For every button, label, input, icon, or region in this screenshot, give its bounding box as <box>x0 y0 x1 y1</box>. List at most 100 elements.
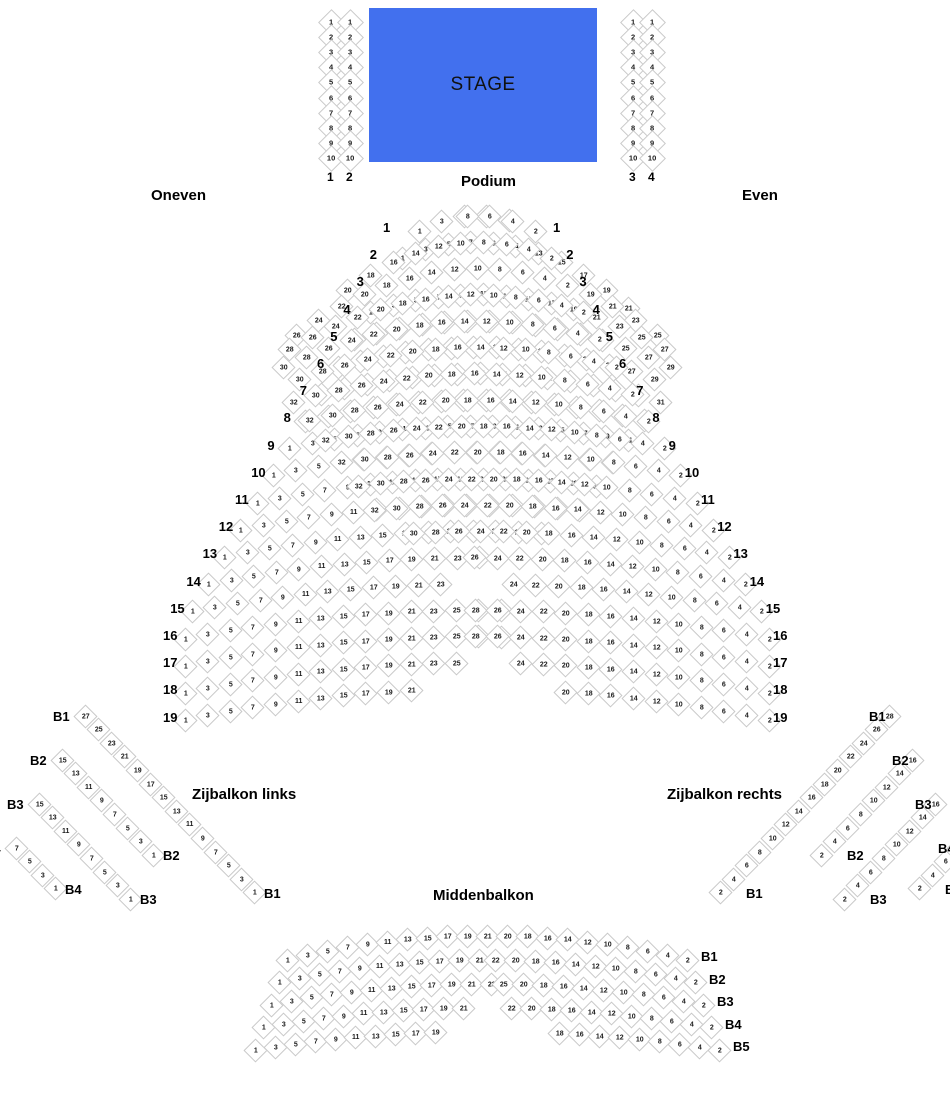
seat-balcony-center-B3-2[interactable]: 2 <box>690 992 716 1018</box>
seat-balcony-center-B2-1[interactable]: 1 <box>266 970 292 995</box>
seat-balcony-center-B5-1[interactable]: 1 <box>242 1037 268 1063</box>
seat-orchestra-row18-10[interactable]: 10 <box>666 665 691 690</box>
seat-orchestra-row18-23[interactable]: 23 <box>421 651 446 676</box>
seat-orchestra-row16-10[interactable]: 10 <box>666 612 691 637</box>
seat-balcony-center-B4-1[interactable]: 1 <box>250 1015 276 1040</box>
seat-orchestra-row15-23[interactable]: 23 <box>428 572 453 597</box>
seat-balcony-center-B4-6[interactable]: 6 <box>658 1009 684 1034</box>
seat-orchestra-row18-9[interactable]: 9 <box>263 665 288 690</box>
seat-orchestra-row16-20[interactable]: 20 <box>553 601 578 626</box>
seat-orchestra-row17-20[interactable]: 20 <box>553 627 578 652</box>
seat-balcony-center-B3-11[interactable]: 11 <box>358 978 384 1003</box>
seat-balcony-center-B1-3[interactable]: 3 <box>294 943 320 968</box>
seat-balcony-center-B3-7[interactable]: 7 <box>318 982 344 1007</box>
seat-orchestra-row17-13[interactable]: 13 <box>308 633 333 658</box>
seat-orchestra-row17-12[interactable]: 12 <box>643 635 669 660</box>
seat-balcony-center-B5-5[interactable]: 5 <box>282 1032 308 1057</box>
seat-orchestra-row19-13[interactable]: 13 <box>308 686 333 711</box>
seat-balcony-center-B5-9[interactable]: 9 <box>322 1027 348 1052</box>
seat-balcony-center-B3-8[interactable]: 8 <box>630 982 656 1007</box>
seat-orchestra-row13-16[interactable]: 16 <box>559 523 584 548</box>
seat-orchestra-row16-3[interactable]: 3 <box>195 622 220 647</box>
seat-orchestra-row15-15[interactable]: 15 <box>338 577 363 602</box>
seat-stageside-4-10[interactable]: 10 <box>638 145 666 173</box>
seat-orchestra-row14-18[interactable]: 18 <box>552 548 577 573</box>
seat-orchestra-row14-21[interactable]: 21 <box>422 546 447 571</box>
seat-balcony-center-B3-13[interactable]: 13 <box>378 976 404 1001</box>
seat-orchestra-row16-12[interactable]: 12 <box>643 609 669 634</box>
seat-orchestra-row17-18[interactable]: 18 <box>576 629 601 654</box>
seat-balcony-center-B5-17[interactable]: 17 <box>402 1021 428 1046</box>
seat-orchestra-row16-8[interactable]: 8 <box>689 615 714 640</box>
seat-balcony-center-B4-4[interactable]: 4 <box>678 1012 704 1037</box>
seat-orchestra-row13-3[interactable]: 3 <box>235 540 260 566</box>
seat-balcony-center-B1-14[interactable]: 14 <box>554 927 580 952</box>
seat-orchestra-row18-18[interactable]: 18 <box>576 655 601 680</box>
seat-orchestra-row19-9[interactable]: 9 <box>263 692 288 717</box>
seat-orchestra-row11-6[interactable]: 6 <box>639 482 664 507</box>
seat-orchestra-row12-9[interactable]: 9 <box>319 502 344 527</box>
seat-orchestra-row16-24[interactable]: 24 <box>508 599 533 624</box>
seat-orchestra-row17-3[interactable]: 3 <box>195 649 220 674</box>
seat-orchestra-row14-9[interactable]: 9 <box>286 557 311 582</box>
seat-orchestra-row17-21[interactable]: 21 <box>398 626 424 651</box>
seat-orchestra-row5-22[interactable]: 22 <box>361 322 386 347</box>
seat-orchestra-row11-4[interactable]: 4 <box>662 486 687 511</box>
seat-balcony-center-B2-16[interactable]: 16 <box>542 950 568 975</box>
seat-orchestra-row19-12[interactable]: 12 <box>643 689 669 714</box>
seat-balcony-center-B1-7[interactable]: 7 <box>334 935 360 960</box>
seat-orchestra-row14-8[interactable]: 8 <box>665 560 690 585</box>
seat-orchestra-row19-17[interactable]: 17 <box>353 681 378 706</box>
seat-balcony-center-B4-9[interactable]: 9 <box>330 1004 356 1029</box>
seat-orchestra-row19-14[interactable]: 14 <box>621 686 646 711</box>
seat-balcony-center-B3-9[interactable]: 9 <box>338 980 364 1005</box>
seat-balcony-center-B2-13[interactable]: 13 <box>386 951 412 977</box>
seat-balcony-center-B1-1[interactable]: 1 <box>274 947 300 973</box>
seat-orchestra-row11-3[interactable]: 3 <box>267 486 292 511</box>
seat-orchestra-row15-6[interactable]: 6 <box>704 591 729 616</box>
seat-orchestra-row18-21[interactable]: 21 <box>398 652 424 677</box>
seat-orchestra-row17-19[interactable]: 19 <box>376 627 401 652</box>
seat-orchestra-row16-19[interactable]: 19 <box>376 601 401 626</box>
seat-orchestra-row1-8[interactable]: 8 <box>455 204 480 229</box>
seat-orchestra-row14-11[interactable]: 11 <box>309 554 334 579</box>
seat-orchestra-row13-12[interactable]: 12 <box>604 527 629 552</box>
seat-orchestra-row12-3[interactable]: 3 <box>251 513 276 538</box>
seat-balcony-center-B2-8[interactable]: 8 <box>622 959 648 984</box>
seat-balcony-center-B1-13[interactable]: 13 <box>394 927 420 952</box>
seat-balcony-center-B5-15[interactable]: 15 <box>382 1022 408 1047</box>
seat-balcony-center-B4-13[interactable]: 13 <box>370 1000 396 1025</box>
seat-orchestra-row18-24[interactable]: 24 <box>508 651 533 676</box>
seat-orchestra-row17-17[interactable]: 17 <box>353 629 378 654</box>
seat-orchestra-row13-8[interactable]: 8 <box>649 533 674 558</box>
seat-orchestra-row15-17[interactable]: 17 <box>360 575 386 600</box>
seat-orchestra-row12-22[interactable]: 22 <box>475 493 500 518</box>
seat-orchestra-row16-23[interactable]: 23 <box>421 599 446 624</box>
seat-balcony-center-B2-10[interactable]: 10 <box>602 956 628 981</box>
seat-balcony-center-B1-6[interactable]: 6 <box>634 939 660 964</box>
seat-orchestra-row15-16[interactable]: 16 <box>591 577 616 602</box>
seat-balcony-center-B1-4[interactable]: 4 <box>654 943 680 968</box>
seat-orchestra-row16-17[interactable]: 17 <box>353 602 378 627</box>
seat-balcony-center-B3-4[interactable]: 4 <box>670 989 696 1014</box>
seat-orchestra-row18-19[interactable]: 19 <box>376 653 401 678</box>
seat-balcony-center-B5-6[interactable]: 6 <box>666 1032 692 1057</box>
seat-orchestra-row18-6[interactable]: 6 <box>711 672 736 697</box>
seat-orchestra-row10-24[interactable]: 24 <box>420 441 445 466</box>
seat-orchestra-row10-28[interactable]: 28 <box>374 445 400 470</box>
seat-balcony-center-B2-4[interactable]: 4 <box>662 966 688 991</box>
seat-orchestra-row10-32[interactable]: 32 <box>329 450 354 475</box>
seat-balcony-center-B3-14[interactable]: 14 <box>570 976 596 1001</box>
seat-orchestra-row17-6[interactable]: 6 <box>711 645 736 670</box>
seat-balcony-center-B4-5[interactable]: 5 <box>290 1009 316 1034</box>
seat-orchestra-row14-13[interactable]: 13 <box>331 552 357 577</box>
seat-orchestra-row17-24[interactable]: 24 <box>508 625 533 650</box>
seat-orchestra-row3-14[interactable]: 14 <box>419 260 444 285</box>
seat-orchestra-row19-10[interactable]: 10 <box>666 692 691 717</box>
seat-orchestra-row14-12[interactable]: 12 <box>620 554 645 579</box>
seat-orchestra-row18-25[interactable]: 25 <box>444 651 469 676</box>
seat-orchestra-row15-14[interactable]: 14 <box>614 579 639 604</box>
seat-orchestra-row17-23[interactable]: 23 <box>421 625 446 650</box>
seat-orchestra-row11-7[interactable]: 7 <box>312 478 337 503</box>
seat-orchestra-row3-10[interactable]: 10 <box>464 256 490 281</box>
